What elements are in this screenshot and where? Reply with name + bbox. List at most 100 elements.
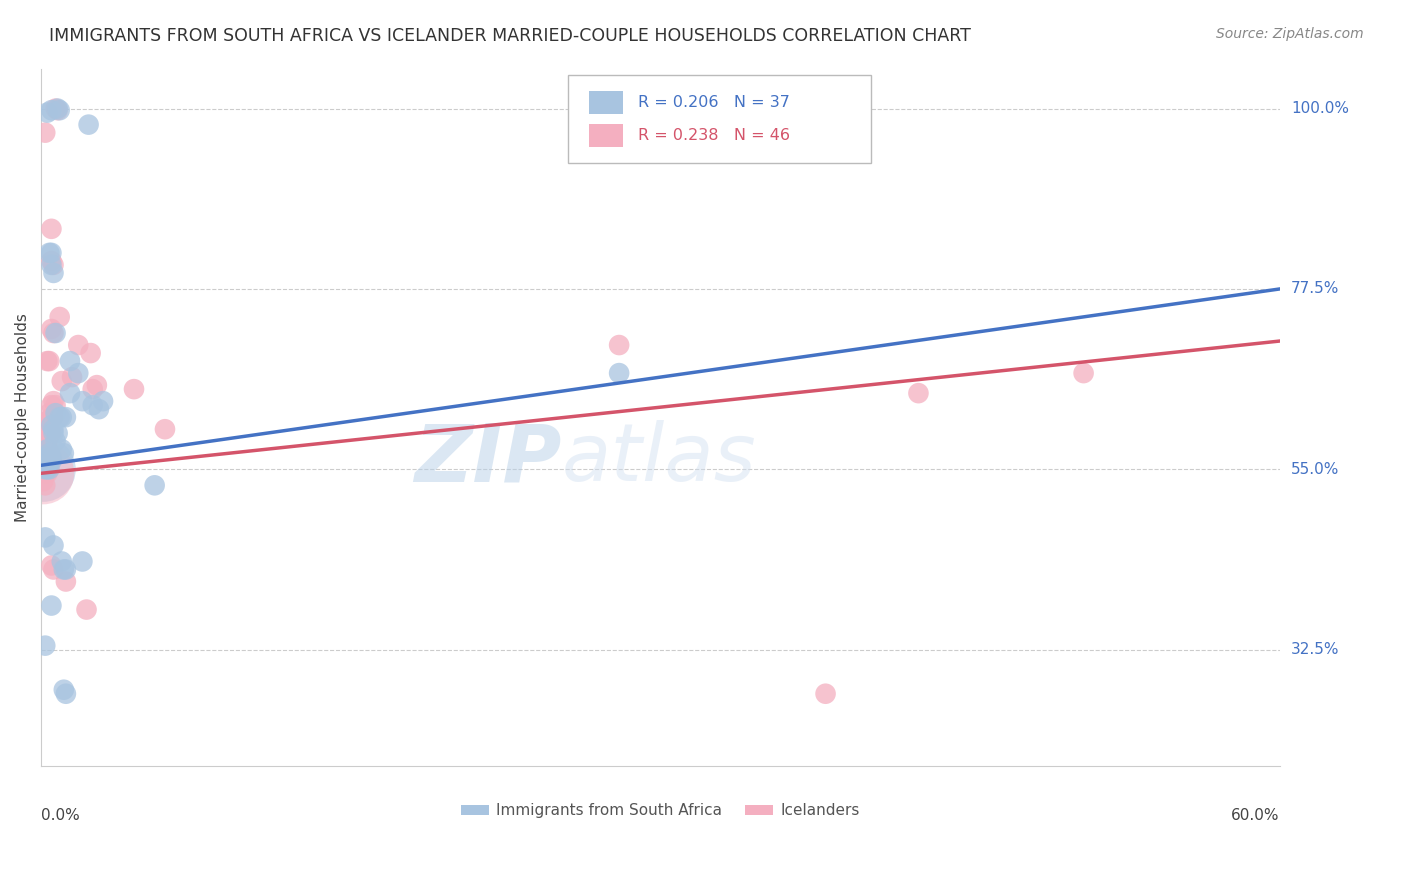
Point [60, 370, 83, 384]
FancyBboxPatch shape [568, 76, 870, 162]
Text: R = 0.206   N = 37: R = 0.206 N = 37 [638, 95, 790, 110]
Text: 55.0%: 55.0% [1291, 462, 1339, 477]
Point [46, 426, 69, 441]
Point [55, 574, 77, 589]
Point [41, 558, 63, 573]
Point [52, 446, 75, 460]
Point [37, 434, 59, 449]
Point [45, 326, 67, 340]
Point [37, 462, 59, 476]
Point [72, 554, 94, 568]
Point [814, 687, 837, 701]
Text: 77.5%: 77.5% [1291, 282, 1339, 296]
Point [67, 366, 90, 380]
Point [38, 418, 60, 433]
Point [34, 454, 56, 468]
Point [42, 422, 65, 436]
Point [82, 398, 104, 412]
Point [48, 410, 70, 425]
Bar [589, 91, 623, 114]
Point [41, 253, 63, 268]
Point [38, 245, 60, 260]
Point [42, 266, 65, 280]
Point [51, 554, 73, 568]
Point [41, 258, 63, 272]
Point [51, 374, 73, 388]
Point [51, 442, 73, 457]
Point [79, 346, 101, 360]
Point [38, 446, 60, 460]
Point [37, 450, 59, 465]
Point [42, 426, 65, 441]
Text: R = 0.238   N = 46: R = 0.238 N = 46 [638, 128, 790, 143]
Point [41, 426, 63, 441]
Point [42, 326, 65, 340]
Point [42, 538, 65, 552]
Point [37, 426, 59, 441]
Point [41, 322, 63, 336]
Text: 32.5%: 32.5% [1291, 642, 1340, 657]
Point [55, 562, 77, 576]
Point [72, 394, 94, 409]
Point [34, 467, 56, 481]
Point [42, 258, 65, 272]
Point [76, 602, 98, 616]
Point [42, 562, 65, 576]
Text: Source: ZipAtlas.com: Source: ZipAtlas.com [1216, 27, 1364, 41]
Text: 100.0%: 100.0% [1291, 101, 1348, 116]
Point [41, 245, 63, 260]
Point [607, 366, 630, 380]
Text: atlas: atlas [561, 420, 756, 498]
Point [86, 378, 108, 392]
Point [91, 394, 114, 409]
Point [34, 430, 56, 444]
Point [38, 454, 60, 468]
Text: 0.0%: 0.0% [41, 808, 80, 822]
Point [48, 310, 70, 324]
Point [41, 454, 63, 468]
Point [907, 386, 929, 401]
Point [67, 338, 90, 352]
Point [46, 102, 69, 116]
Text: ZIP: ZIP [413, 420, 561, 498]
Point [37, 442, 59, 457]
Point [37, 354, 59, 368]
Point [45, 398, 67, 412]
Point [32, 462, 55, 476]
Point [48, 103, 70, 118]
Point [42, 410, 65, 425]
Point [41, 599, 63, 613]
Point [77, 118, 100, 132]
Text: 60.0%: 60.0% [1232, 808, 1279, 822]
Point [45, 102, 67, 116]
Point [37, 467, 59, 481]
Point [122, 382, 145, 396]
Point [38, 354, 60, 368]
Point [38, 426, 60, 441]
Point [41, 222, 63, 236]
Point [38, 446, 60, 460]
Y-axis label: Married-couple Households: Married-couple Households [15, 313, 30, 522]
Point [45, 406, 67, 420]
Point [34, 126, 56, 140]
Point [38, 462, 60, 476]
Point [32, 475, 55, 489]
Point [34, 458, 56, 473]
Point [82, 382, 104, 396]
Point [45, 434, 67, 449]
Point [153, 422, 176, 436]
Point [87, 402, 110, 417]
Point [607, 338, 630, 352]
Point [41, 410, 63, 425]
Point [42, 394, 65, 409]
Point [51, 410, 73, 425]
Point [55, 410, 77, 425]
Point [37, 442, 59, 457]
Point [38, 458, 60, 473]
Point [41, 418, 63, 433]
Bar [589, 124, 623, 146]
Point [143, 478, 166, 492]
Point [41, 450, 63, 465]
Point [52, 562, 75, 576]
Point [59, 354, 82, 368]
